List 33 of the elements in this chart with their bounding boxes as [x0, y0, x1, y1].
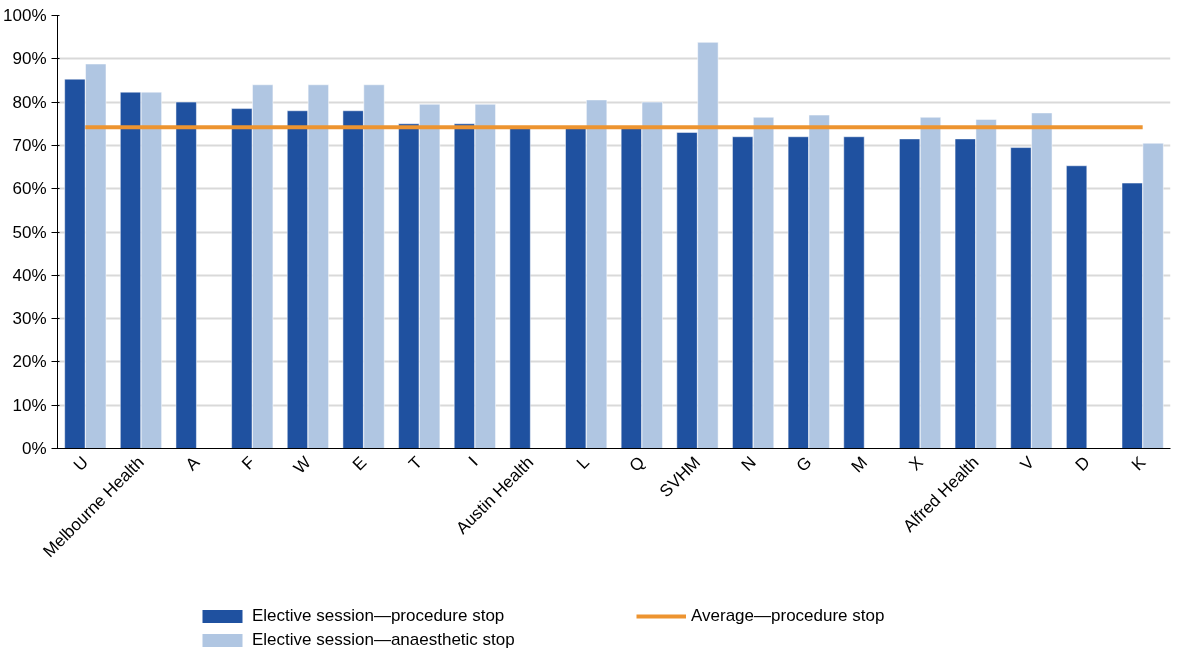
y-tick-label: 60% [12, 179, 47, 199]
x-tick-label: I [464, 452, 482, 470]
x-tick-label: G [792, 452, 816, 476]
legend-label: Elective session—anaesthetic stop [252, 630, 516, 650]
x-tick-label: N [737, 452, 760, 475]
x-tick-label: T [405, 452, 426, 474]
legend-label: Elective session—procedure stop [252, 606, 506, 626]
x-tick-label: A [181, 452, 204, 475]
x-tick-label: K [1127, 452, 1150, 475]
y-tick-label: 20% [12, 352, 47, 372]
y-tick-label: 40% [12, 265, 47, 285]
y-tick-label: 70% [12, 135, 47, 155]
y-tick-label: 50% [12, 222, 47, 242]
bar [175, 101, 197, 449]
x-tick-label: W [289, 452, 315, 478]
x-tick-label: L [572, 452, 593, 473]
x-tick-label: D [1071, 452, 1094, 475]
y-tick-label: 100% [3, 6, 47, 25]
bar [1066, 165, 1088, 449]
x-tick-label: Q [625, 452, 649, 476]
y-tick-label: 30% [12, 309, 47, 329]
y-tick-label: 90% [12, 49, 47, 69]
x-tick-label: M [847, 452, 872, 477]
x-tick-label: F [238, 452, 259, 474]
x-tick-label: V [1016, 452, 1039, 475]
x-tick-label: U [69, 452, 93, 475]
x-tick-label: E [348, 452, 371, 475]
y-tick-label: 0% [21, 439, 47, 458]
x-tick-label: X [905, 452, 927, 475]
bar [843, 136, 865, 449]
y-tick-label: 80% [12, 92, 47, 112]
legend-label: Average—procedure stop [691, 606, 886, 626]
y-tick-label: 10% [12, 395, 47, 415]
